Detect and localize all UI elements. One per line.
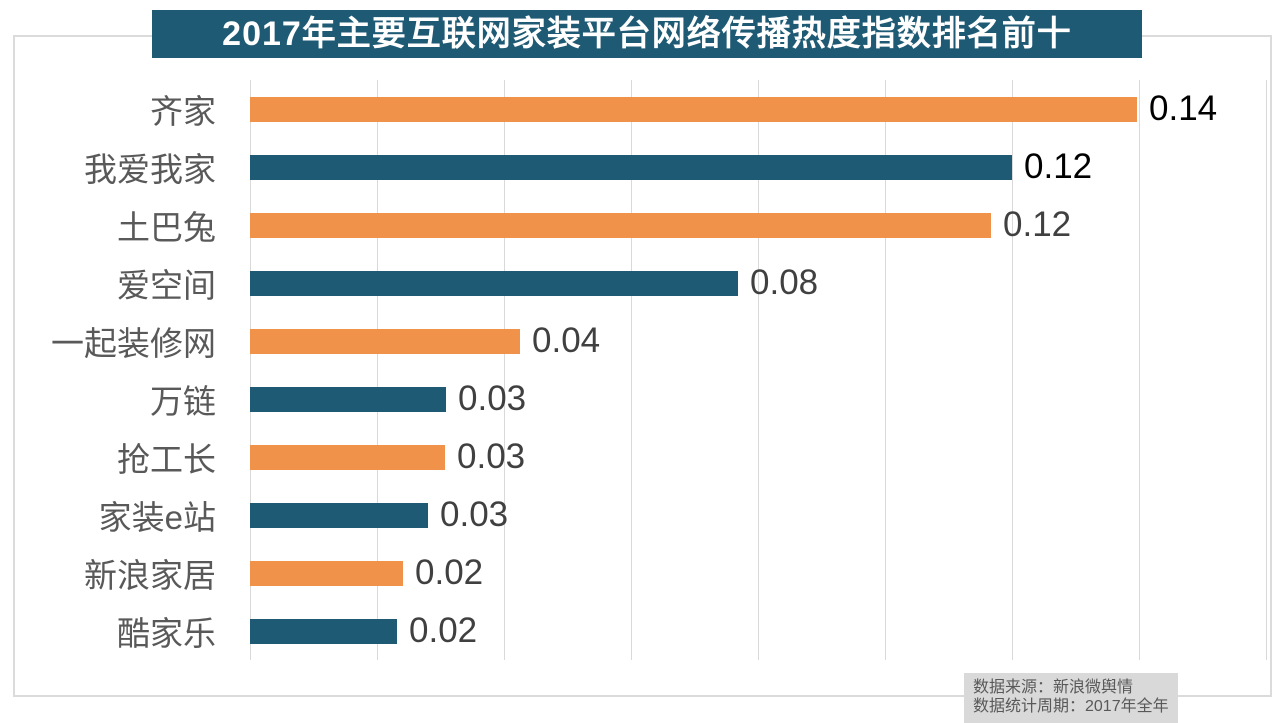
chart-row: 新浪家居 0.02 — [0, 544, 1282, 602]
value-label: 0.04 — [532, 321, 601, 360]
value-label: 0.12 — [1003, 205, 1072, 244]
gridline — [1012, 80, 1013, 660]
chart-row: 一起装修网 0.04 — [0, 312, 1282, 370]
chart-row: 酷家乐 0.02 — [0, 602, 1282, 660]
value-label: 0.02 — [409, 611, 478, 650]
gridline — [885, 80, 886, 660]
chart-title: 2017年主要互联网家装平台网络传播热度指数排名前十 — [152, 10, 1142, 58]
gridline — [504, 80, 505, 660]
category-label: 万链 — [150, 383, 216, 420]
gridline — [1139, 80, 1140, 660]
gridline — [250, 80, 251, 660]
chart-row: 土巴兔 0.12 — [0, 196, 1282, 254]
bar-2 — [250, 154, 1012, 180]
bar-5 — [250, 328, 520, 354]
category-label: 我爱我家 — [84, 151, 216, 188]
bar-6 — [250, 386, 446, 412]
gridline — [758, 80, 759, 660]
value-label: 0.03 — [458, 379, 527, 418]
chart-row: 万链 0.03 — [0, 370, 1282, 428]
chart-row: 家装e站 0.03 — [0, 486, 1282, 544]
value-label: 0.12 — [1024, 147, 1093, 186]
gridline — [631, 80, 632, 660]
data-source-note: 数据来源：新浪微舆情 数据统计周期：2017年全年 — [964, 673, 1178, 723]
chart-rows: 齐家 0.14 我爱我家 0.12 土巴兔 0.12 爱空间 0.08 一起装修网 0.04 万链 0… — [0, 80, 1282, 660]
data-source-line: 数据来源：新浪微舆情 — [973, 679, 1134, 696]
plot-area — [250, 80, 1267, 660]
data-period-line: 数据统计周期：2017年全年 — [973, 698, 1169, 715]
category-label: 齐家 — [150, 93, 216, 130]
value-label: 0.03 — [457, 437, 526, 476]
value-label: 0.03 — [440, 495, 509, 534]
category-label: 酷家乐 — [117, 615, 216, 652]
bar-1 — [250, 96, 1137, 122]
category-label: 爱空间 — [117, 267, 216, 304]
gridline — [1266, 80, 1267, 660]
chart-row: 抢工长 0.03 — [0, 428, 1282, 486]
chart-row: 齐家 0.14 — [0, 80, 1282, 138]
value-label: 0.02 — [415, 553, 484, 592]
value-label: 0.08 — [750, 263, 819, 302]
category-label: 新浪家居 — [84, 557, 216, 594]
bar-8 — [250, 502, 428, 528]
value-label: 0.14 — [1149, 89, 1218, 128]
category-label: 一起装修网 — [51, 325, 216, 362]
chart-row: 我爱我家 0.12 — [0, 138, 1282, 196]
bar-10 — [250, 618, 397, 644]
gridline — [377, 80, 378, 660]
bar-4 — [250, 270, 738, 296]
chart-frame — [13, 35, 1272, 697]
category-label: 土巴兔 — [117, 209, 216, 246]
chart-row: 爱空间 0.08 — [0, 254, 1282, 312]
bar-9 — [250, 560, 403, 586]
category-label: 抢工长 — [117, 441, 216, 478]
category-label: 家装e站 — [98, 499, 216, 536]
bar-3 — [250, 212, 991, 238]
bar-7 — [250, 444, 445, 470]
